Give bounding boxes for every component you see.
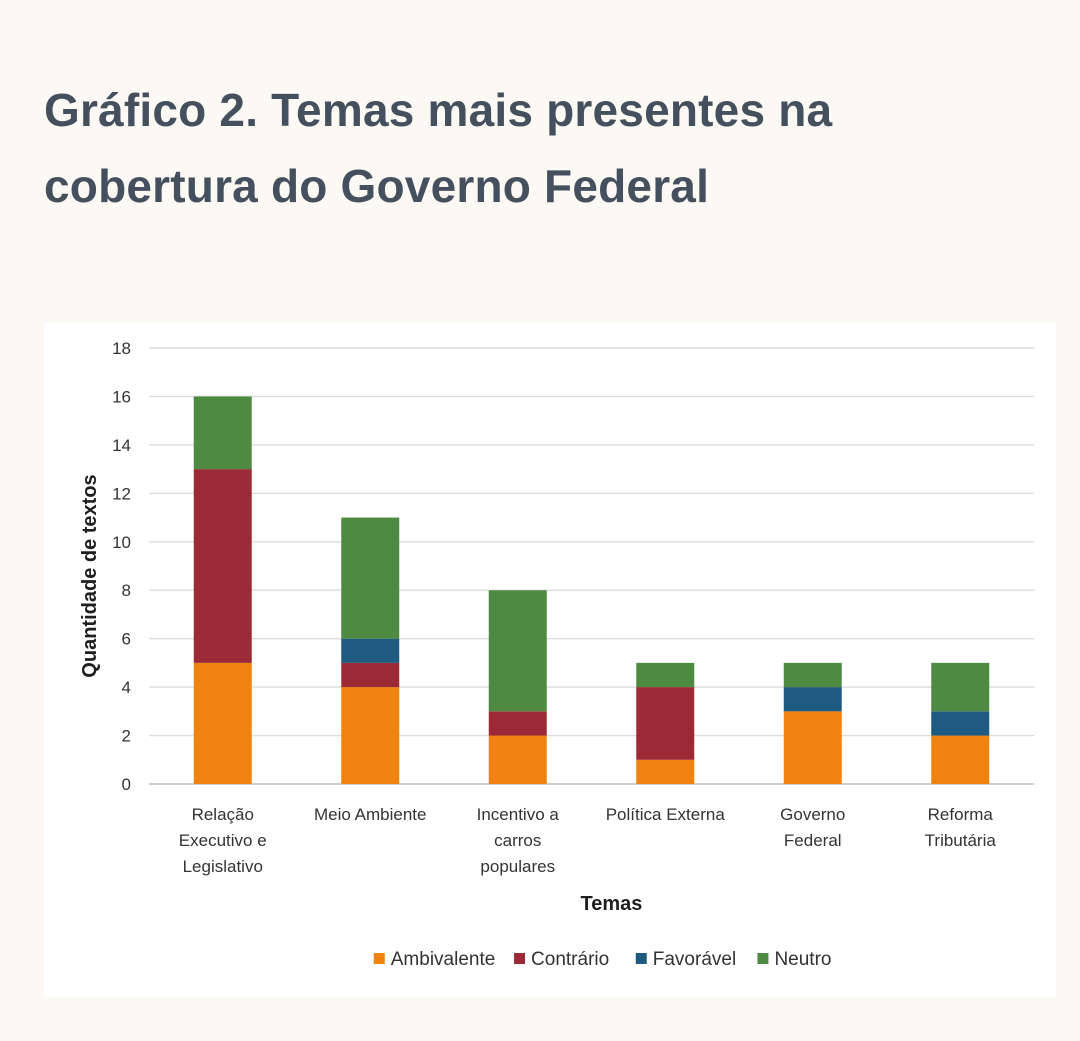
x-axis-ticks: Relação Executivo e Legislativo Meio Ambien… (179, 805, 997, 876)
y-tick-label: 8 (122, 581, 131, 600)
bar-segment-ambivalente (193, 662, 252, 784)
bar-segment-ambivalente (341, 687, 400, 784)
bar-segment-contrário (636, 687, 695, 760)
bar-segment-neutro (783, 662, 842, 688)
legend-label-contrário: Contrário (531, 949, 609, 970)
y-tick-label: 10 (112, 533, 131, 552)
bar-segment-ambivalente (931, 735, 990, 784)
bar-segment-neutro (488, 590, 547, 712)
gridlines (149, 347, 1034, 785)
legend-swatch-neutro (757, 953, 769, 964)
x-tick-label: Incentivo a carros populares (477, 805, 560, 876)
bar-segment-ambivalente (783, 711, 842, 784)
y-tick-label: 18 (112, 339, 131, 358)
y-tick-label: 12 (112, 484, 131, 503)
x-tick-label: Relação Executivo e Legislativo (179, 805, 267, 876)
stacked-bar-chart: 0 2 4 6 8 10 12 14 16 18 Relação Executivo e Legisl… (79, 339, 1034, 970)
bar-segment-favorável (931, 711, 990, 736)
bar-segment-neutro (193, 396, 252, 470)
bar-segment-neutro (931, 662, 990, 712)
legend-swatch-contrário (514, 953, 526, 964)
bar-segment-favorável (341, 638, 400, 663)
y-tick-label: 6 (122, 630, 131, 649)
x-tick-label: Meio Ambiente (314, 805, 426, 824)
y-tick-label: 2 (122, 727, 131, 746)
legend-label-neutro: Neutro (774, 949, 831, 970)
x-tick-label: Política Externa (606, 805, 726, 824)
bar-segment-contrário (193, 469, 252, 663)
bar-segment-neutro (636, 662, 695, 688)
bar-segment-contrário (341, 662, 400, 688)
page-title: Gráfico 2. Temas mais presentes na cober… (44, 84, 833, 212)
chart-card: 0 2 4 6 8 10 12 14 16 18 Relação Executivo e Legisl… (44, 322, 1056, 997)
legend-label-ambivalente: Ambivalente (391, 949, 496, 970)
legend-label-favorável: Favorável (653, 949, 736, 970)
x-tick-label: Reforma Tributária (925, 805, 997, 850)
legend-swatch-favorável (635, 953, 647, 964)
bar-segment-neutro (341, 517, 400, 639)
y-tick-label: 4 (122, 678, 131, 697)
legend-swatch-ambivalente (373, 953, 385, 964)
x-tick-label: Governo Federal (780, 805, 845, 850)
y-tick-label: 14 (112, 436, 131, 455)
y-tick-label: 16 (112, 387, 131, 406)
x-axis-title: Temas (581, 893, 643, 915)
bar-segment-ambivalente (636, 759, 695, 784)
bar-segment-contrário (488, 711, 547, 736)
y-axis-ticks: 0 2 4 6 8 10 12 14 16 18 (112, 339, 131, 794)
y-axis-title: Quantidade de textos (79, 474, 101, 677)
legend: Ambivalente Contrário Favorável Neutro (373, 949, 831, 970)
bar-segment-favorável (783, 687, 842, 712)
bars (193, 396, 990, 784)
bar-segment-ambivalente (488, 735, 547, 784)
y-tick-label: 0 (122, 775, 131, 794)
